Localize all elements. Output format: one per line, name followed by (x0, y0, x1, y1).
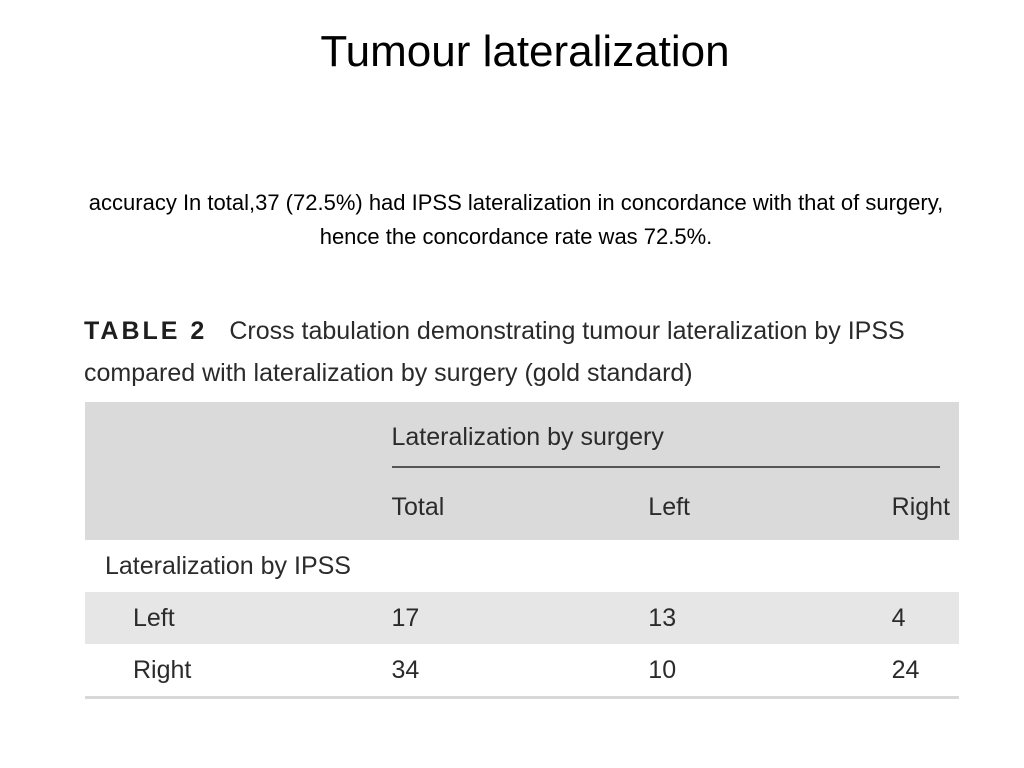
group-header-cell: Lateralization by surgery (391, 402, 960, 474)
row-label-left: Left (85, 592, 392, 644)
cell-left-right: 4 (891, 592, 959, 644)
table-row: Right 34 10 24 (85, 644, 959, 698)
row-section-label: Lateralization by IPSS (85, 540, 959, 592)
column-header-right: Right (891, 492, 951, 521)
cell-right-left: 10 (648, 655, 677, 684)
summary-text: accuracy In total,37 (72.5%) had IPSS la… (88, 190, 944, 249)
header-stub-cell (85, 402, 392, 474)
table-caption: TABLE 2 Cross tabulation demonstrating tu… (84, 310, 964, 394)
header-stub-cell (85, 474, 392, 540)
table-column-header-row: Total Left Right (85, 474, 959, 540)
group-header-label: Lateralization by surgery (391, 423, 940, 468)
column-header-left: Left (648, 492, 690, 521)
table-caption-text: Cross tabulation demonstrating tumour la… (84, 317, 905, 387)
cross-tabulation-table: Lateralization by surgery Total Left Rig… (85, 402, 959, 699)
column-header-total: Total (391, 492, 445, 521)
slide-title: Tumour lateralization (320, 27, 730, 76)
cell-right-right: 24 (891, 655, 920, 684)
table-group-header-row: Lateralization by surgery (85, 402, 959, 474)
table-row: Left 17 13 4 (85, 592, 959, 644)
table-label: TABLE 2 (84, 317, 208, 345)
cell-left-total: 17 (391, 592, 649, 644)
cell-right-total: 34 (391, 655, 420, 684)
row-label-right: Right (133, 655, 192, 684)
table-section-row: Lateralization by IPSS (85, 540, 959, 592)
cell-left-left: 13 (648, 592, 892, 644)
